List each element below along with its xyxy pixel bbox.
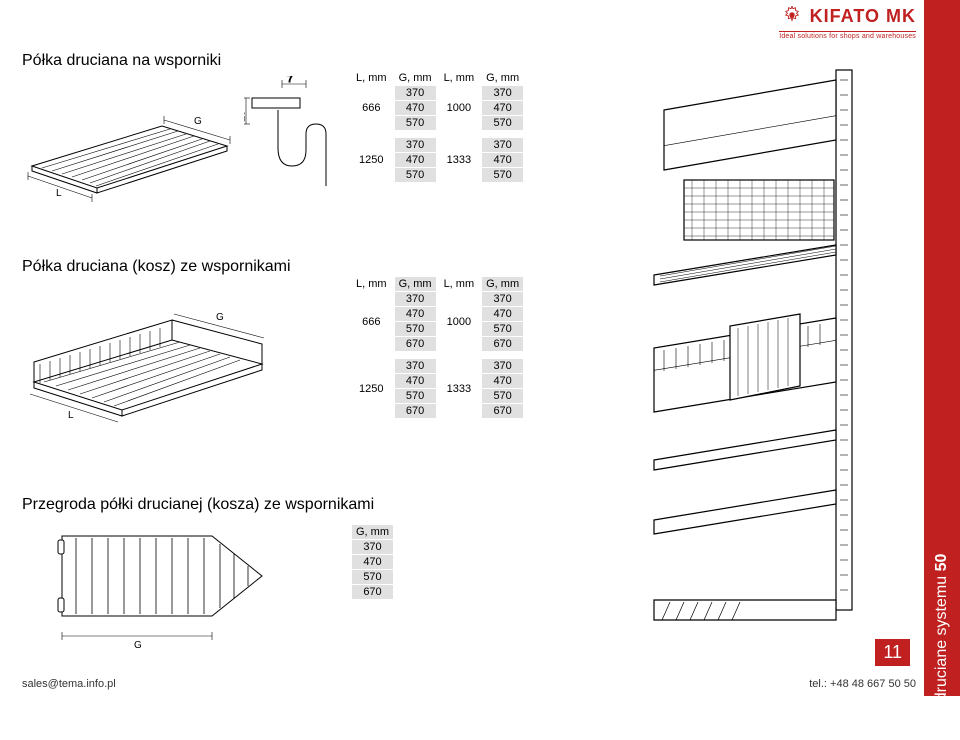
page-footer: sales@tema.info.pl tel.: +48 48 667 50 5… (22, 678, 916, 690)
svg-text:19: 19 (244, 110, 247, 122)
svg-text:L: L (68, 410, 74, 421)
c: 370 (352, 540, 393, 554)
c: 1000 (440, 292, 479, 351)
t1h2: L, mm (440, 71, 479, 85)
dim-L: L (56, 188, 62, 199)
c: 470 (395, 101, 436, 115)
tel-number: +48 48 667 50 50 (830, 678, 916, 690)
c: 470 (395, 374, 436, 388)
brand-row: KIFATO MK (779, 6, 916, 29)
c: 470 (482, 374, 523, 388)
diagram-divider: G (52, 526, 282, 661)
footer-tel: tel.: +48 48 667 50 50 (809, 678, 916, 690)
section-3-title: Przegroda półki drucianej (kosza) ze wsp… (22, 496, 642, 514)
t1h0: L, mm (352, 71, 391, 85)
diagram-basket: L G (22, 282, 282, 437)
c: 470 (482, 153, 523, 167)
gear-icon (783, 6, 801, 29)
strip-num: 50 (933, 554, 950, 572)
svg-text:G: G (216, 312, 224, 323)
section-2: Półka druciana (kosz) ze wspornikami (22, 258, 642, 282)
svg-text:G: G (134, 640, 142, 651)
c: 370 (395, 138, 436, 152)
c: 670 (395, 337, 436, 351)
footer-email: sales@tema.info.pl (22, 678, 116, 690)
svg-text:7: 7 (287, 76, 293, 85)
table-3: G, mm 370 470 570 670 (348, 524, 397, 600)
c: 670 (352, 585, 393, 599)
c: 670 (482, 337, 523, 351)
side-strip: Półki druciane systemu 50 (924, 0, 960, 696)
c: 370 (482, 359, 523, 373)
c: 670 (482, 404, 523, 418)
c: 370 (482, 292, 523, 306)
t1g1l1: 1250 (352, 138, 391, 182)
c: 570 (395, 322, 436, 336)
section-1-title: Półka druciana na wsporniki (22, 52, 622, 70)
c: 570 (352, 570, 393, 584)
diagram-shelf-flat: L G (22, 76, 242, 211)
c: 570 (482, 322, 523, 336)
strip-label: Półki druciane systemu 50 (933, 554, 951, 740)
c: 670 (395, 404, 436, 418)
section-3: Przegroda półki drucianej (kosza) ze wsp… (22, 496, 642, 520)
c: 570 (395, 389, 436, 403)
brand-name: KIFATO MK (810, 6, 916, 26)
c: 470 (482, 307, 523, 321)
t2h0: L, mm (352, 277, 391, 291)
c: 470 (395, 307, 436, 321)
t1g1l2: 1333 (440, 138, 479, 182)
dim-G: G (194, 116, 202, 127)
c: 666 (352, 292, 391, 351)
t1g0l1: 666 (352, 86, 391, 130)
logo-block: KIFATO MK Ideal solutions for shops and … (779, 6, 916, 40)
tel-label: tel.: (809, 678, 827, 690)
t2h1: G, mm (395, 277, 436, 291)
table-2: L, mmG, mmL, mmG, mm 6663701000370 47047… (348, 276, 527, 419)
c: 370 (395, 359, 436, 373)
c: 1250 (352, 359, 391, 418)
c: 470 (352, 555, 393, 569)
t1g0l2: 1000 (440, 86, 479, 130)
c: 470 (482, 101, 523, 115)
c: 570 (482, 116, 523, 130)
section-2-title: Półka druciana (kosz) ze wspornikami (22, 258, 642, 276)
c: 370 (482, 86, 523, 100)
brand-tagline: Ideal solutions for shops and warehouses (779, 31, 916, 40)
c: 570 (482, 168, 523, 182)
t1h1: G, mm (395, 71, 436, 85)
c: 370 (395, 292, 436, 306)
t1h3: G, mm (482, 71, 523, 85)
table-1: L, mmG, mmL, mmG, mm 6663701000370 47047… (348, 70, 527, 183)
t2h3: G, mm (482, 277, 523, 291)
c: 370 (482, 138, 523, 152)
c: 370 (395, 86, 436, 100)
c: 470 (395, 153, 436, 167)
strip-text: Półki druciane systemu (933, 576, 950, 740)
c: 570 (395, 116, 436, 130)
section-1: Półka druciana na wsporniki (22, 52, 622, 76)
c: 570 (482, 389, 523, 403)
shelving-illustration (640, 60, 890, 640)
t2h2: L, mm (440, 277, 479, 291)
c: 570 (395, 168, 436, 182)
t3h: G, mm (352, 525, 393, 539)
c: 1333 (440, 359, 479, 418)
page-number: 11 (875, 639, 910, 666)
diagram-profile: 7 19 (244, 76, 334, 201)
